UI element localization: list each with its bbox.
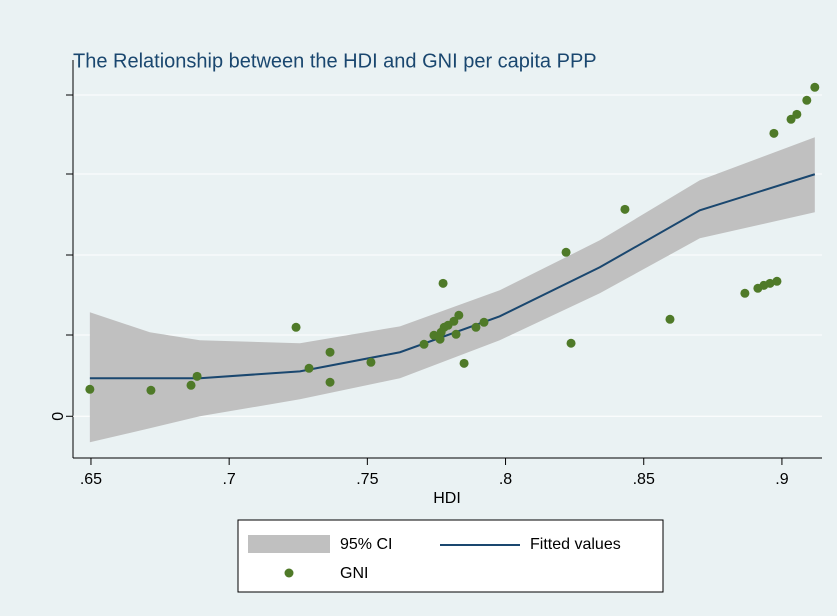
legend-swatch	[248, 535, 330, 553]
point	[192, 371, 202, 381]
point	[802, 95, 812, 105]
point	[325, 347, 335, 357]
x-tick-label: .75	[356, 471, 378, 488]
point	[291, 322, 301, 332]
x-axis-label: HDI	[433, 490, 461, 507]
ci-band	[89, 137, 815, 443]
point	[566, 338, 576, 348]
legend	[237, 519, 664, 593]
point	[454, 310, 464, 320]
point	[85, 384, 95, 394]
y-tick-label: 0	[50, 412, 67, 421]
fitted-line	[89, 173, 816, 380]
point	[325, 377, 335, 387]
point	[304, 363, 314, 373]
x-tick-label: .9	[775, 471, 788, 488]
legend-label: GNI	[340, 565, 368, 582]
point	[459, 358, 469, 368]
legend-swatch	[284, 568, 294, 578]
point	[740, 288, 750, 298]
point	[449, 316, 459, 326]
chart-title: The Relationship between the HDI and GNI…	[73, 50, 597, 72]
point	[186, 380, 196, 390]
point	[772, 276, 782, 286]
point	[419, 339, 429, 349]
x-tick-label: .65	[80, 471, 102, 488]
point	[665, 314, 675, 324]
point	[479, 317, 489, 327]
point	[366, 357, 376, 367]
point	[810, 82, 820, 92]
point	[561, 247, 571, 257]
point	[146, 385, 156, 395]
legend-label: Fitted values	[530, 536, 621, 553]
point	[792, 109, 802, 119]
point	[471, 322, 481, 332]
x-tick-label: .85	[633, 471, 655, 488]
point	[765, 278, 775, 288]
x-tick-label: .7	[222, 471, 235, 488]
point	[451, 329, 461, 339]
point	[435, 334, 445, 344]
point	[438, 278, 448, 288]
point	[620, 204, 630, 214]
layout-ticks	[66, 94, 73, 336]
legend-label: 95% CI	[340, 536, 392, 553]
x-tick-label: .8	[499, 471, 512, 488]
point	[769, 128, 779, 138]
